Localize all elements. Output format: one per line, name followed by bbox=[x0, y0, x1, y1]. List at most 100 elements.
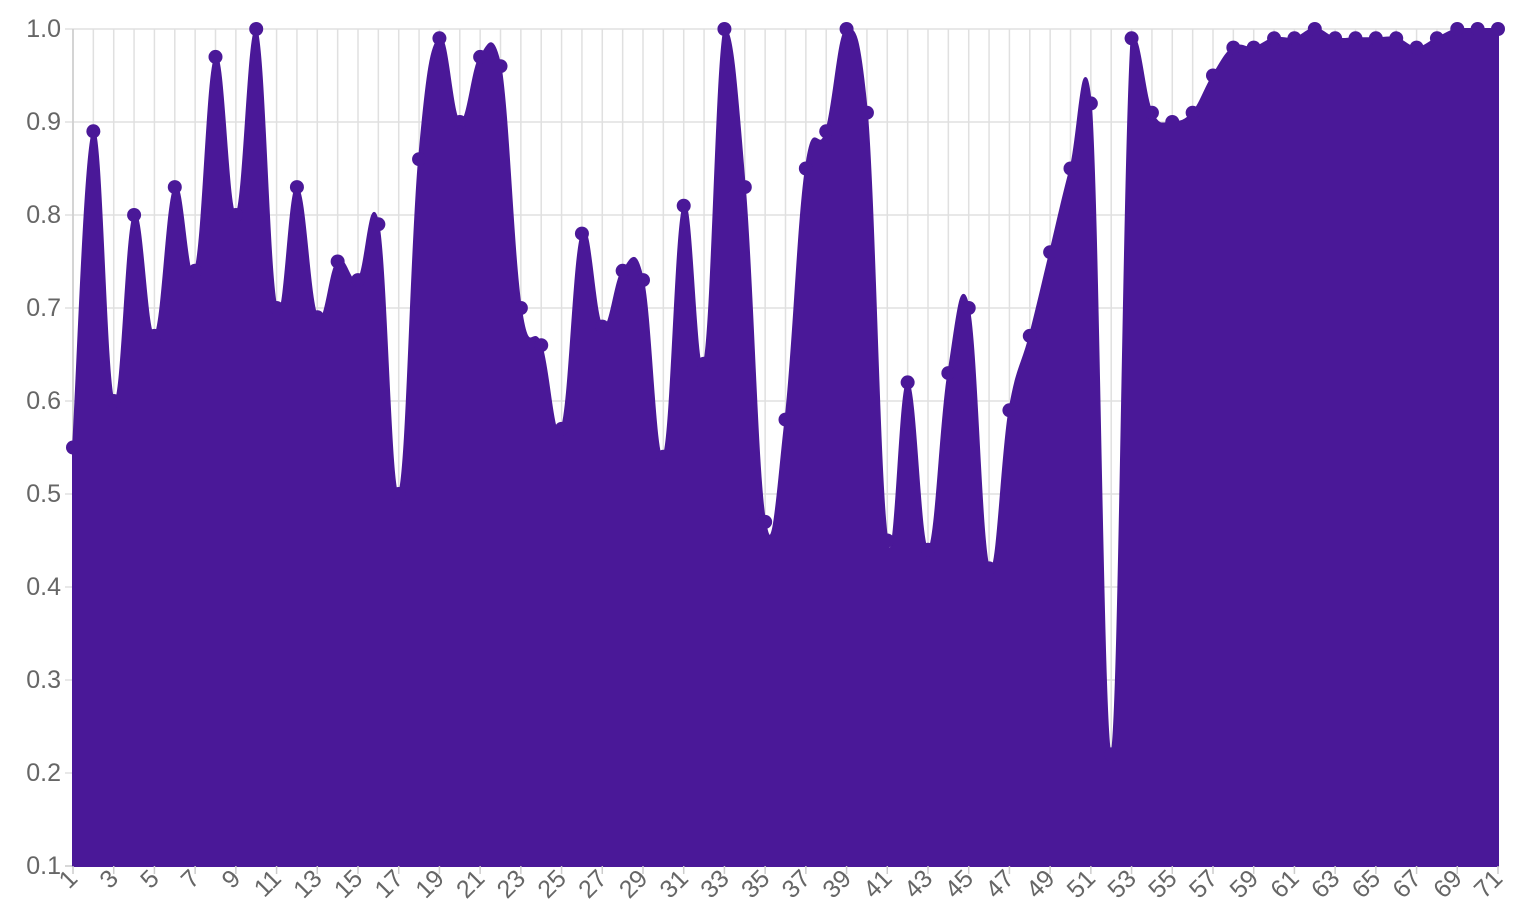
data-point bbox=[330, 254, 345, 269]
x-tick-label: 43 bbox=[899, 864, 938, 903]
x-tick-label: 57 bbox=[1184, 864, 1223, 903]
x-tick-label: 17 bbox=[369, 864, 408, 903]
data-point bbox=[961, 301, 976, 315]
data-point bbox=[1470, 22, 1485, 36]
x-tick-label: 23 bbox=[492, 864, 531, 903]
data-point bbox=[534, 338, 549, 353]
data-point bbox=[351, 273, 365, 288]
data-point bbox=[1287, 31, 1302, 46]
x-tick-label: 55 bbox=[1143, 864, 1182, 903]
data-point bbox=[778, 412, 793, 427]
data-point bbox=[921, 542, 935, 557]
data-point bbox=[656, 449, 671, 464]
data-point bbox=[1185, 105, 1200, 120]
data-point bbox=[737, 180, 752, 195]
data-point bbox=[1328, 31, 1343, 46]
y-tick-label: 1.0 bbox=[26, 15, 61, 43]
data-point bbox=[819, 124, 834, 139]
x-tick-label: 13 bbox=[288, 864, 327, 903]
data-point bbox=[941, 366, 956, 381]
x-tick-label: 45 bbox=[939, 864, 978, 903]
data-point bbox=[1267, 31, 1282, 46]
y-tick-label: 0.4 bbox=[26, 573, 61, 601]
data-point bbox=[574, 226, 589, 241]
data-point bbox=[1104, 747, 1119, 762]
x-tick-label: 67 bbox=[1387, 864, 1426, 903]
data-point bbox=[900, 375, 915, 390]
data-point bbox=[1083, 96, 1098, 111]
x-tick-label: 1 bbox=[54, 864, 84, 894]
x-tick-label: 59 bbox=[1224, 864, 1263, 903]
x-tick-label: 41 bbox=[858, 864, 897, 903]
data-point bbox=[1491, 22, 1505, 36]
x-tick-label: 39 bbox=[817, 864, 856, 903]
data-point bbox=[1124, 31, 1139, 46]
data-point bbox=[1022, 328, 1037, 343]
data-point bbox=[127, 208, 142, 222]
data-point bbox=[1307, 22, 1322, 36]
data-point bbox=[66, 440, 80, 455]
data-point bbox=[1165, 115, 1180, 129]
data-point bbox=[310, 310, 325, 325]
y-tick-label: 0.8 bbox=[26, 201, 61, 229]
data-point bbox=[86, 124, 101, 139]
x-tick-label: 3 bbox=[94, 864, 124, 894]
x-tick-label: 19 bbox=[410, 864, 449, 903]
data-point bbox=[1063, 161, 1078, 176]
y-tick-label: 0.9 bbox=[26, 108, 61, 136]
data-point bbox=[432, 31, 447, 46]
data-point bbox=[1429, 31, 1444, 46]
data-point bbox=[839, 22, 854, 36]
x-tick-label: 35 bbox=[736, 864, 775, 903]
data-point bbox=[188, 263, 203, 278]
data-point bbox=[452, 115, 467, 129]
x-tick-label: 33 bbox=[695, 864, 734, 903]
x-tick-label: 69 bbox=[1428, 864, 1467, 903]
x-tick-label: 49 bbox=[1021, 864, 1060, 903]
x-tick-label: 25 bbox=[532, 864, 571, 903]
data-point bbox=[513, 301, 528, 315]
data-point bbox=[1144, 105, 1159, 120]
x-tick-label: 11 bbox=[249, 864, 287, 902]
data-point bbox=[1389, 31, 1404, 46]
data-point bbox=[1368, 31, 1383, 46]
x-tick-label: 7 bbox=[176, 864, 206, 894]
data-point bbox=[636, 273, 650, 288]
y-tick-label: 0.1 bbox=[26, 852, 61, 880]
x-tick-label: 29 bbox=[614, 864, 653, 903]
x-tick-label: 63 bbox=[1306, 864, 1345, 903]
data-point bbox=[106, 394, 121, 408]
data-point bbox=[1450, 22, 1465, 36]
data-point bbox=[493, 59, 508, 74]
data-point bbox=[167, 180, 182, 195]
x-tick-label: 37 bbox=[777, 864, 816, 903]
data-point bbox=[147, 328, 162, 343]
data-point bbox=[269, 301, 284, 315]
data-point bbox=[554, 421, 569, 436]
data-point bbox=[1043, 245, 1058, 260]
data-point bbox=[1246, 40, 1261, 55]
x-tick-label: 51 bbox=[1062, 864, 1101, 903]
y-tick-label: 0.6 bbox=[26, 387, 61, 415]
data-point bbox=[1226, 40, 1241, 55]
data-point bbox=[717, 22, 732, 36]
y-axis-ticks: 0.1 0.2 0.3 0.4 0.5 0.6 0.7 0.8 0.9 1.0 bbox=[26, 15, 61, 880]
point-layer bbox=[66, 22, 1505, 762]
data-point bbox=[473, 49, 488, 64]
y-tick-label: 0.5 bbox=[26, 480, 61, 508]
x-axis-ticks: 1 3 5 7 9 11 13 15 17 19 21 23 25 27 29 31 33 35 37 39 41 43 4… bbox=[54, 864, 1509, 903]
data-point bbox=[249, 22, 264, 36]
y-tick-label: 0.2 bbox=[26, 759, 61, 787]
x-tick-label: 47 bbox=[980, 864, 1019, 903]
x-tick-label: 15 bbox=[329, 864, 368, 903]
x-tick-label: 27 bbox=[573, 864, 612, 903]
data-point bbox=[1206, 68, 1220, 83]
data-point bbox=[1409, 40, 1424, 55]
data-point bbox=[1002, 403, 1017, 418]
data-point bbox=[982, 561, 997, 576]
data-point bbox=[391, 487, 406, 501]
x-tick-label: 31 bbox=[654, 864, 693, 903]
data-point bbox=[859, 105, 874, 120]
y-tick-label: 0.3 bbox=[26, 666, 61, 694]
